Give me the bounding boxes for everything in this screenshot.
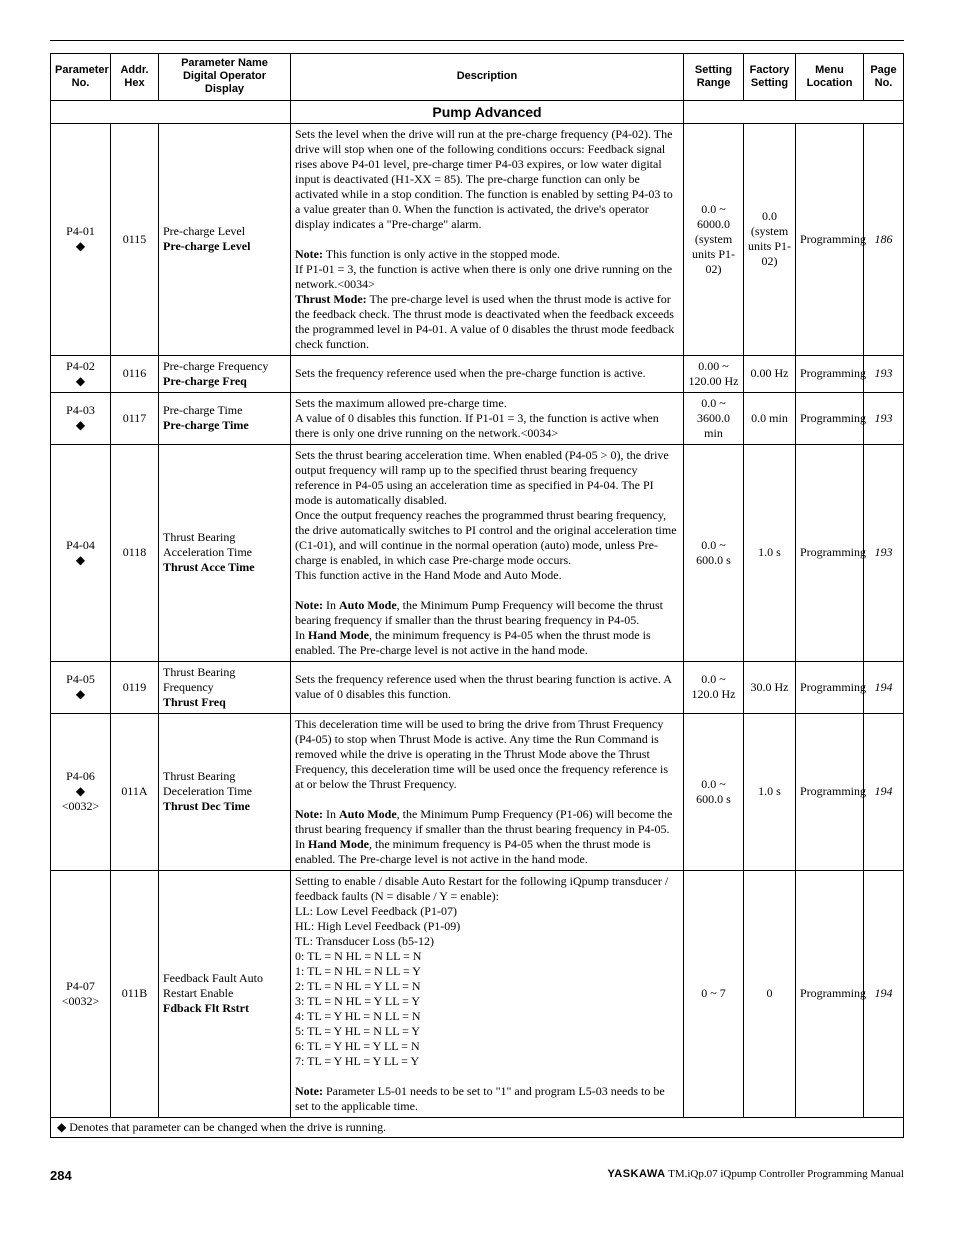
cell-param: P4-03◆ [51, 392, 111, 444]
th-factory: Factory Setting [744, 54, 796, 101]
cell-param: P4-05◆ [51, 661, 111, 713]
cell-factory: 0.0 min [744, 392, 796, 444]
cell-param: P4-04◆ [51, 444, 111, 661]
cell-range: 0.0 ~ 6000.0 (system units P1-02) [684, 123, 744, 355]
cell-factory: 1.0 s [744, 713, 796, 870]
cell-desc: Sets the frequency reference used when t… [291, 355, 684, 392]
cell-name: Pre-charge TimePre-charge Time [159, 392, 291, 444]
cell-addr: 011A [111, 713, 159, 870]
cell-addr: 0116 [111, 355, 159, 392]
cell-factory: 30.0 Hz [744, 661, 796, 713]
th-range: Setting Range [684, 54, 744, 101]
table-body: Pump AdvancedP4-01◆0115Pre-charge LevelP… [51, 100, 904, 1137]
cell-range: 0.0 ~ 120.0 Hz [684, 661, 744, 713]
cell-param: P4-02◆ [51, 355, 111, 392]
cell-menu: Programming [796, 870, 864, 1117]
th-menu: Menu Location [796, 54, 864, 101]
cell-range: 0.0 ~ 600.0 s [684, 444, 744, 661]
cell-addr: 0119 [111, 661, 159, 713]
table-row: P4-02◆0116Pre-charge FrequencyPre-charge… [51, 355, 904, 392]
cell-page: 193 [864, 444, 904, 661]
cell-menu: Programming [796, 713, 864, 870]
cell-menu: Programming [796, 661, 864, 713]
table-row: P4-06◆<0032>011AThrust Bearing Decelerat… [51, 713, 904, 870]
th-param: Parameter No. [51, 54, 111, 101]
table-row: P4-07<0032>011BFeedback Fault Auto Resta… [51, 870, 904, 1117]
th-page: Page No. [864, 54, 904, 101]
cell-desc: Setting to enable / disable Auto Restart… [291, 870, 684, 1117]
cell-menu: Programming [796, 123, 864, 355]
th-addr: Addr. Hex [111, 54, 159, 101]
cell-name: Feedback Fault Auto Restart EnableFdback… [159, 870, 291, 1117]
section-pad-left [51, 100, 291, 123]
cell-param: P4-06◆<0032> [51, 713, 111, 870]
cell-addr: 0118 [111, 444, 159, 661]
section-pad-right [684, 100, 904, 123]
cell-name: Thrust Bearing Deceleration TimeThrust D… [159, 713, 291, 870]
cell-page: 194 [864, 713, 904, 870]
cell-factory: 0 [744, 870, 796, 1117]
page-footer: 284 YASKAWA TM.iQp.07 iQpump Controller … [50, 1168, 904, 1183]
cell-desc: Sets the maximum allowed pre-charge time… [291, 392, 684, 444]
cell-desc: Sets the frequency reference used when t… [291, 661, 684, 713]
footnote: ◆ Denotes that parameter can be changed … [51, 1117, 904, 1137]
footer-doc-title: YASKAWA TM.iQp.07 iQpump Controller Prog… [607, 1168, 904, 1183]
cell-name: Thrust Bearing Acceleration TimeThrust A… [159, 444, 291, 661]
cell-param: P4-07<0032> [51, 870, 111, 1117]
table-row: P4-01◆0115Pre-charge LevelPre-charge Lev… [51, 123, 904, 355]
cell-name: Pre-charge LevelPre-charge Level [159, 123, 291, 355]
cell-factory: 0.0 (system units P1-02) [744, 123, 796, 355]
cell-name: Thrust Bearing FrequencyThrust Freq [159, 661, 291, 713]
cell-factory: 1.0 s [744, 444, 796, 661]
table-header: Parameter No. Addr. Hex Parameter Name D… [51, 54, 904, 101]
cell-name: Pre-charge FrequencyPre-charge Freq [159, 355, 291, 392]
cell-page: 186 [864, 123, 904, 355]
cell-menu: Programming [796, 392, 864, 444]
cell-menu: Programming [796, 444, 864, 661]
table-row: P4-05◆0119Thrust Bearing FrequencyThrust… [51, 661, 904, 713]
cell-page: 194 [864, 870, 904, 1117]
cell-desc: This deceleration time will be used to b… [291, 713, 684, 870]
footer-page-number: 284 [50, 1168, 72, 1183]
footer-brand: YASKAWA [607, 1168, 665, 1180]
table-row: P4-03◆0117Pre-charge TimePre-charge Time… [51, 392, 904, 444]
cell-desc: Sets the level when the drive will run a… [291, 123, 684, 355]
cell-addr: 011B [111, 870, 159, 1117]
cell-page: 193 [864, 392, 904, 444]
th-desc: Description [291, 54, 684, 101]
cell-page: 193 [864, 355, 904, 392]
cell-menu: Programming [796, 355, 864, 392]
cell-range: 0 ~ 7 [684, 870, 744, 1117]
top-rule [50, 40, 904, 41]
cell-range: 0.0 ~ 3600.0 min [684, 392, 744, 444]
th-name: Parameter Name Digital Operator Display [159, 54, 291, 101]
footer-doc: TM.iQp.07 iQpump Controller Programming … [668, 1168, 904, 1180]
cell-desc: Sets the thrust bearing acceleration tim… [291, 444, 684, 661]
cell-addr: 0117 [111, 392, 159, 444]
section-title: Pump Advanced [291, 100, 684, 123]
cell-addr: 0115 [111, 123, 159, 355]
cell-range: 0.0 ~ 600.0 s [684, 713, 744, 870]
cell-range: 0.00 ~ 120.00 Hz [684, 355, 744, 392]
cell-page: 194 [864, 661, 904, 713]
parameter-table: Parameter No. Addr. Hex Parameter Name D… [50, 53, 904, 1138]
cell-factory: 0.00 Hz [744, 355, 796, 392]
table-row: P4-04◆0118Thrust Bearing Acceleration Ti… [51, 444, 904, 661]
cell-param: P4-01◆ [51, 123, 111, 355]
